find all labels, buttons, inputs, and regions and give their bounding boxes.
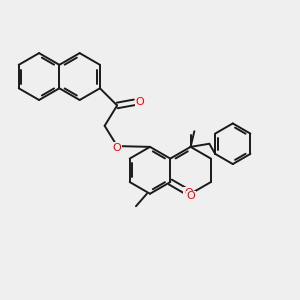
Text: O: O xyxy=(113,143,122,153)
Text: O: O xyxy=(186,191,195,201)
Text: O: O xyxy=(136,97,144,107)
Text: O: O xyxy=(184,188,193,198)
